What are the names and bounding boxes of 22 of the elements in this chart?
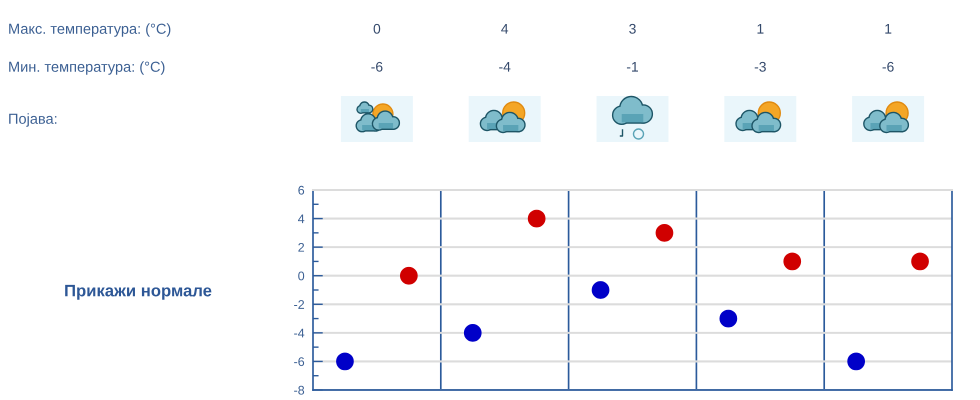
data-label: -3 bbox=[754, 62, 766, 72]
y-tick-label: -8 bbox=[294, 386, 304, 395]
y-tick-label: -4 bbox=[294, 328, 304, 338]
data-label: 4 bbox=[501, 24, 508, 34]
text: Појава: bbox=[9, 113, 56, 127]
data-label: 3 bbox=[629, 24, 636, 34]
data-label: 0 bbox=[374, 24, 380, 34]
data-label: 1 bbox=[885, 24, 892, 34]
y-tick-label: -2 bbox=[294, 300, 304, 309]
data-label: 1 bbox=[757, 24, 764, 34]
text: Прикажи нормале bbox=[65, 284, 212, 300]
y-tick-label: -6 bbox=[294, 357, 304, 366]
data-label: -6 bbox=[882, 62, 894, 72]
data-label: -4 bbox=[499, 62, 510, 72]
text: Мин. температура: (°C) bbox=[9, 61, 164, 75]
data-label: -6 bbox=[371, 62, 382, 72]
y-tick-label: 6 bbox=[298, 186, 304, 195]
y-tick-label: 2 bbox=[298, 242, 304, 252]
text: Макс. температура: (°C) bbox=[9, 23, 170, 37]
y-tick-label: 4 bbox=[298, 214, 304, 224]
y-tick-label: 0 bbox=[298, 272, 304, 280]
data-label: -1 bbox=[626, 62, 638, 72]
